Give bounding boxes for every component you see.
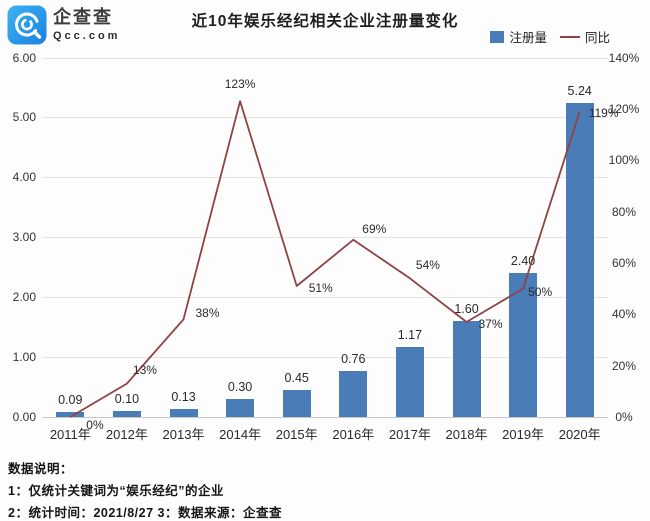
x-axis-label: 2020年 [558,427,601,442]
y-axis-label-left: 3.00 [12,230,36,245]
chart-title: 近10年娱乐经纪相关企业注册量变化 [191,13,459,30]
registration-bar [226,399,255,417]
brand: 企查查 Qcc.com [7,5,120,45]
y-axis-label-right: 40% [611,307,637,322]
x-axis-label: 2012年 [105,427,148,442]
line-point-label: 37% [478,316,503,331]
grid-line [42,177,608,179]
qcc-logo-icon [7,5,47,45]
registration-bar [282,390,311,417]
line-point-label: 54% [415,258,440,273]
y-axis-label-right: 140% [608,50,640,65]
x-axis-label: 2019年 [502,427,545,442]
x-axis-label: 2011年 [49,427,91,442]
y-axis-label-left: 4.00 [12,170,36,185]
legend-bar-label: 注册量 [509,31,547,45]
bar-value-label: 0.76 [341,352,366,367]
note-1: 1：仅统计关键词为“娱乐经纪”的企业 [8,484,224,498]
bar-value-label: 0.13 [171,390,196,405]
registration-bar [169,409,198,417]
legend-bar-swatch [490,30,505,43]
y-axis-label-left: 1.00 [12,350,36,365]
grid-line [42,417,608,418]
line-point-label: 123% [224,77,256,92]
brand-domain: Qcc.com [53,29,121,42]
grid-line [42,117,608,119]
y-axis-label-right: 20% [611,358,637,373]
chart-legend: 注册量 同比 [490,27,610,46]
y-axis-label-right: 120% [608,101,640,116]
brand-text: 企查查 Qcc.com [53,6,121,42]
brand-name: 企查查 [53,6,113,27]
registration-bar [565,103,594,417]
y-axis-label-right: 80% [611,204,637,219]
bar-value-label: 0.09 [58,392,83,407]
y-axis-label-right: 60% [611,255,637,270]
y-axis-label-left: 6.00 [12,50,36,65]
bar-value-label: 0.45 [284,371,309,386]
x-axis-label: 2013年 [162,427,205,442]
line-point-label: 38% [195,306,220,321]
x-axis-label: 2014年 [219,427,262,442]
registration-bar [452,321,481,417]
bar-value-label: 5.24 [567,84,592,99]
registration-bar [395,346,424,417]
y-axis-label-left: 5.00 [12,110,36,125]
y-axis-label-left: 0.00 [12,410,36,424]
data-notes: 数据说明： 1：仅统计关键词为“娱乐经纪”的企业 2：统计时间：2021/8/2… [8,458,282,521]
note-2: 2：统计时间：2021/8/27 3：数据来源：企查查 [8,506,282,520]
registration-bar [339,371,368,417]
y-axis-label-right: 0% [615,410,633,424]
y-axis-label-right: 100% [608,153,640,168]
line-point-label: 119% [588,106,619,121]
line-point-label: 51% [308,281,333,296]
line-point-label: 13% [132,362,157,377]
registration-bar [56,411,85,417]
note-heading: 数据说明： [8,462,74,476]
grid-line [42,237,608,239]
bar-value-label: 2.40 [510,254,536,269]
bar-value-label: 0.10 [114,392,140,406]
x-axis-label: 2016年 [332,427,375,442]
x-axis-label: 2017年 [388,427,431,442]
registration-bar [112,411,141,417]
x-axis-label: 2018年 [445,427,488,442]
bar-value-label: 0.30 [227,380,253,395]
line-point-label: 50% [528,284,553,299]
bar-value-label: 1.60 [454,302,479,317]
bar-value-label: 1.17 [397,327,423,342]
y-axis-label-left: 2.00 [12,290,36,305]
legend-line-swatch [559,35,580,38]
x-axis-label: 2015年 [275,427,318,442]
legend-line-label: 同比 [584,31,610,45]
grid-line [42,57,608,59]
line-point-label: 0% [86,418,104,432]
line-point-label: 69% [362,221,387,236]
